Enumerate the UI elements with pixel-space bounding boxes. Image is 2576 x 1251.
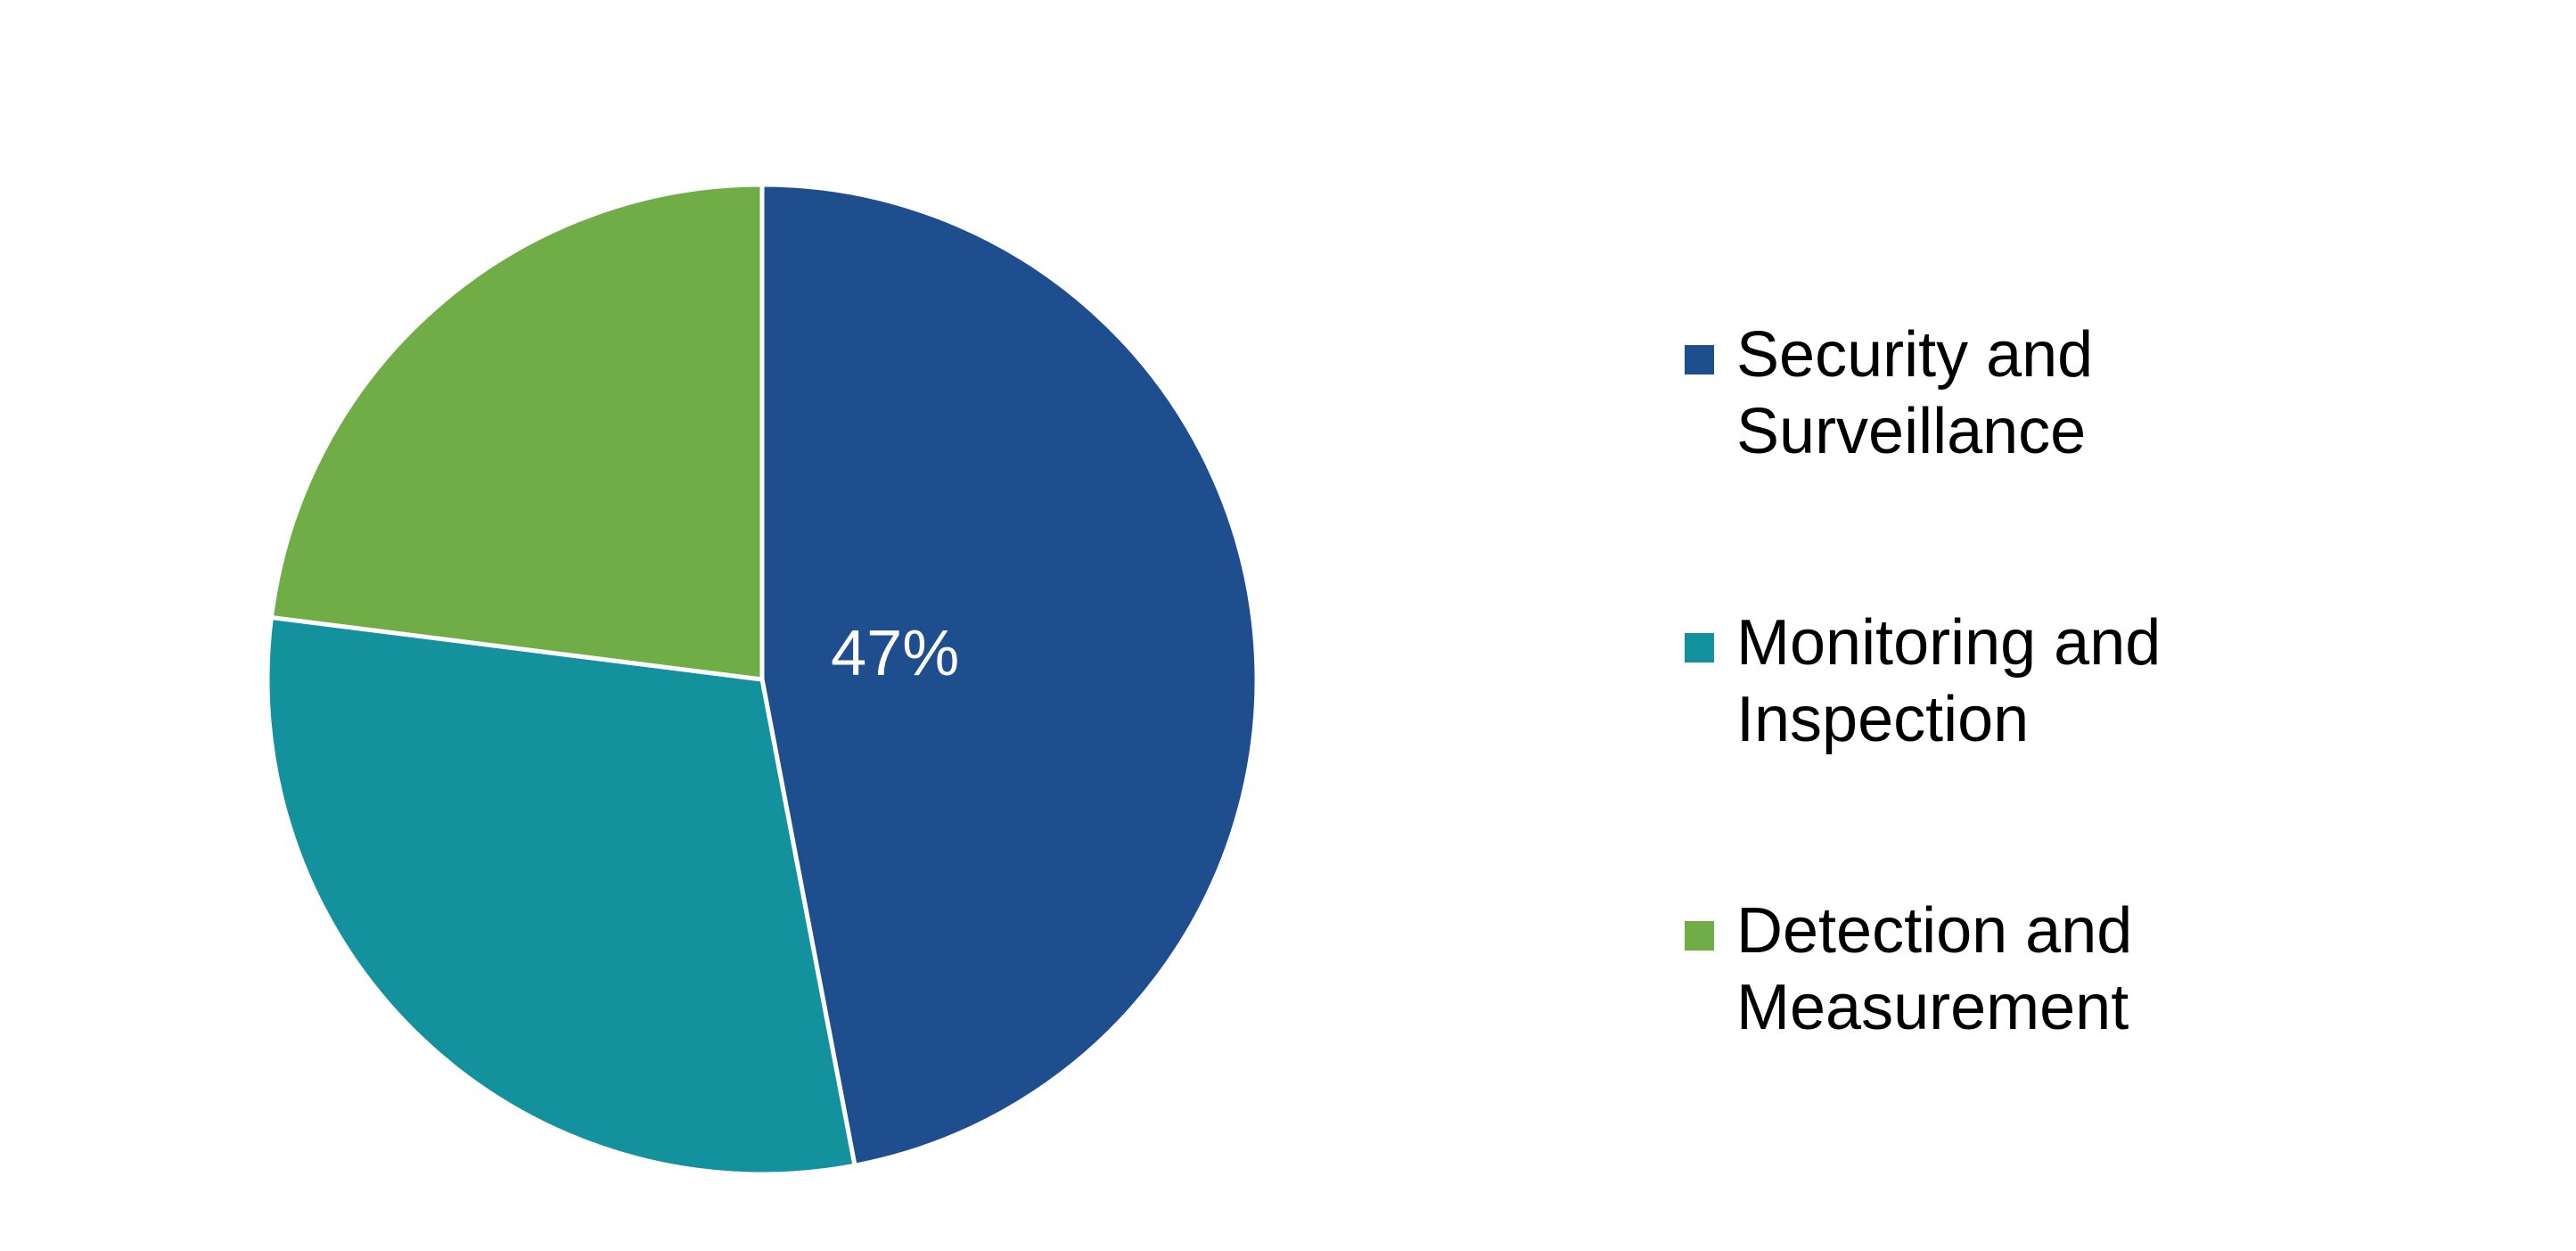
data-label-security-and-surveillance: 47% [831, 618, 959, 689]
legend-label: Detection and Measurement [1736, 895, 2133, 1043]
legend-item-detection-and-measurement: Detection and Measurement [1685, 893, 2309, 1043]
legend-item-security-and-surveillance: Security and Surveillance [1685, 317, 2309, 467]
pie-slice-monitoring-and-inspection [265, 614, 857, 1177]
pie-slice-detection-and-measurement [268, 182, 765, 682]
legend-swatch [1685, 633, 1714, 663]
legend-swatch [1685, 345, 1714, 374]
legend-label: Monitoring and Inspection [1736, 607, 2162, 755]
legend: Security and Surveillance Monitoring and… [1685, 317, 2309, 1043]
legend-item-monitoring-and-inspection: Monitoring and Inspection [1685, 605, 2309, 755]
pie-slice-security-and-surveillance [759, 182, 1259, 1168]
legend-label: Security and Surveillance [1736, 319, 2094, 467]
legend-swatch [1685, 921, 1714, 951]
